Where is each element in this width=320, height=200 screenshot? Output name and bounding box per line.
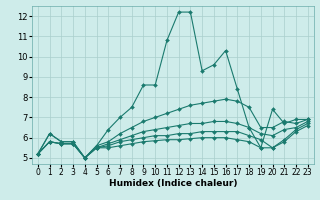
X-axis label: Humidex (Indice chaleur): Humidex (Indice chaleur) (108, 179, 237, 188)
